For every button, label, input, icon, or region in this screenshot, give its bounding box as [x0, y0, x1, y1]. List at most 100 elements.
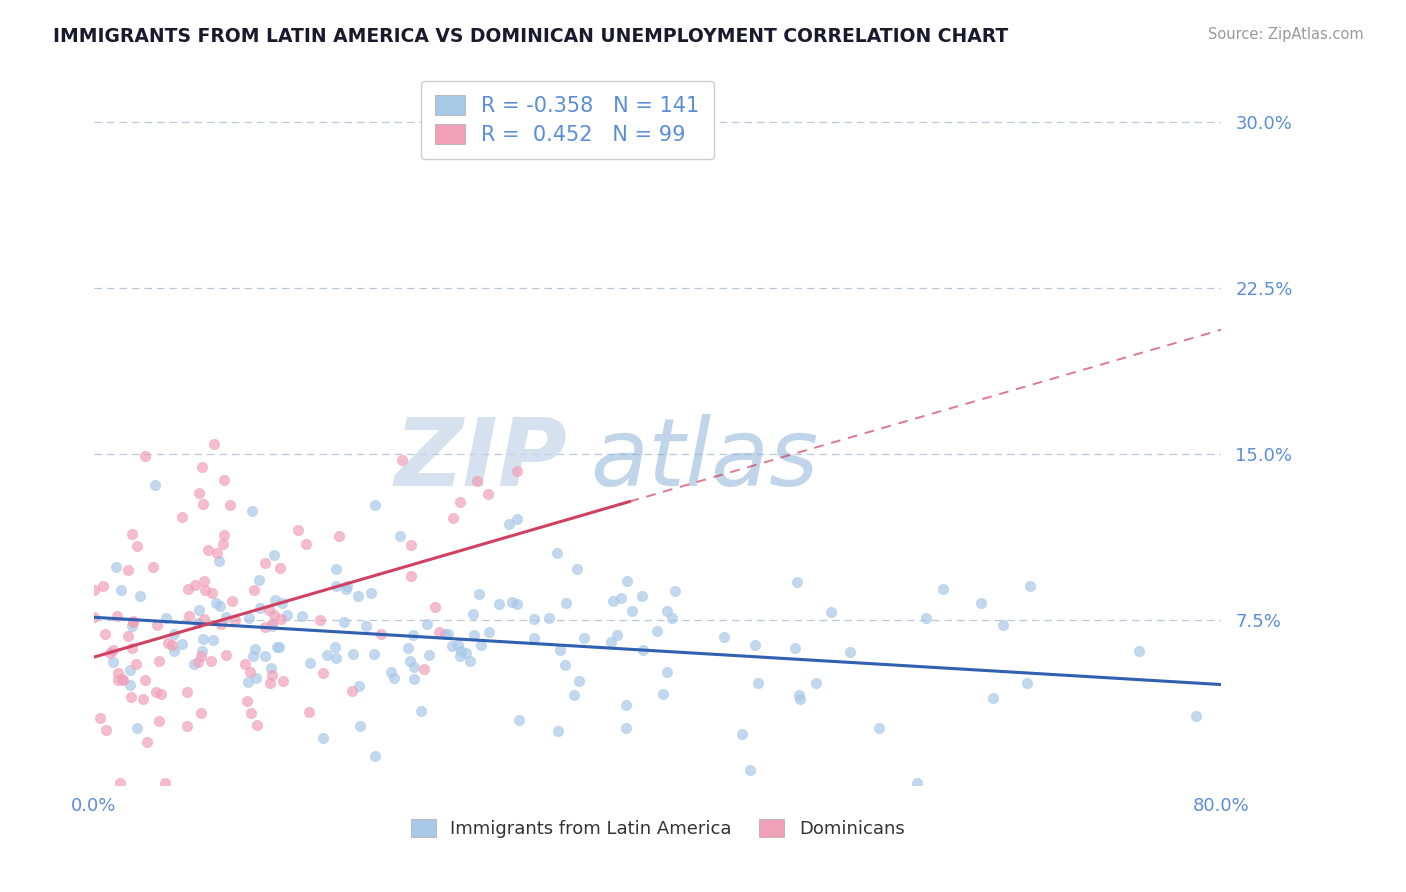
Point: [621, 604, 644, 618]
Point: [197, 542, 219, 557]
Point: [567, 562, 589, 576]
Point: [190, 706, 212, 721]
Point: [204, 437, 226, 451]
Point: [404, 660, 426, 674]
Point: [212, 537, 235, 551]
Point: [610, 591, 633, 606]
Point: [309, 613, 332, 627]
Point: [266, 640, 288, 654]
Point: [240, 706, 263, 720]
Point: [645, 624, 668, 639]
Point: [191, 632, 214, 647]
Point: [242, 649, 264, 664]
Point: [364, 499, 387, 513]
Point: [664, 584, 686, 599]
Point: [370, 627, 392, 641]
Point: [94, 627, 117, 641]
Point: [550, 642, 572, 657]
Point: [177, 582, 200, 596]
Point: [191, 644, 214, 658]
Point: [572, 631, 595, 645]
Point: [117, 629, 139, 643]
Point: [118, 678, 141, 692]
Point: [215, 610, 238, 624]
Point: [868, 721, 890, 735]
Point: [177, 609, 200, 624]
Point: [101, 655, 124, 669]
Text: ZIP: ZIP: [395, 414, 568, 506]
Point: [263, 548, 285, 562]
Point: [523, 612, 546, 626]
Point: [110, 583, 132, 598]
Point: [170, 637, 193, 651]
Point: [630, 589, 652, 603]
Point: [184, 577, 207, 591]
Point: [215, 648, 238, 662]
Point: [506, 464, 529, 478]
Point: [149, 687, 172, 701]
Point: [142, 560, 165, 574]
Point: [190, 649, 212, 664]
Point: [260, 661, 283, 675]
Point: [146, 618, 169, 632]
Point: [342, 684, 364, 698]
Point: [478, 624, 501, 639]
Point: [120, 663, 142, 677]
Point: [121, 527, 143, 541]
Point: [335, 582, 357, 596]
Point: [498, 516, 520, 531]
Point: [155, 776, 177, 790]
Point: [713, 630, 735, 644]
Point: [315, 648, 337, 662]
Point: [188, 603, 211, 617]
Point: [505, 512, 527, 526]
Point: [1185, 709, 1208, 723]
Point: [437, 626, 460, 640]
Point: [786, 575, 808, 590]
Point: [463, 628, 485, 642]
Point: [391, 453, 413, 467]
Point: [260, 617, 283, 632]
Point: [820, 605, 842, 619]
Point: [731, 727, 754, 741]
Point: [602, 594, 624, 608]
Point: [262, 667, 284, 681]
Point: [148, 654, 170, 668]
Point: [614, 722, 637, 736]
Point: [107, 673, 129, 687]
Point: [336, 579, 359, 593]
Point: [932, 582, 955, 596]
Point: [236, 694, 259, 708]
Point: [94, 723, 117, 737]
Point: [652, 687, 675, 701]
Point: [236, 675, 259, 690]
Point: [567, 674, 589, 689]
Point: [218, 498, 240, 512]
Point: [402, 628, 425, 642]
Point: [134, 449, 156, 463]
Point: [325, 562, 347, 576]
Point: [120, 690, 142, 704]
Point: [449, 648, 471, 663]
Point: [312, 731, 335, 746]
Point: [243, 583, 266, 598]
Point: [418, 648, 440, 662]
Point: [105, 608, 128, 623]
Point: [176, 718, 198, 732]
Point: [243, 642, 266, 657]
Point: [270, 596, 292, 610]
Point: [103, 643, 125, 657]
Point: [477, 487, 499, 501]
Point: [409, 704, 432, 718]
Point: [427, 624, 450, 639]
Point: [657, 665, 679, 679]
Point: [458, 654, 481, 668]
Point: [145, 685, 167, 699]
Point: [295, 537, 318, 551]
Point: [562, 688, 585, 702]
Point: [363, 647, 385, 661]
Point: [263, 593, 285, 607]
Point: [450, 644, 472, 658]
Point: [614, 698, 637, 712]
Point: [270, 612, 292, 626]
